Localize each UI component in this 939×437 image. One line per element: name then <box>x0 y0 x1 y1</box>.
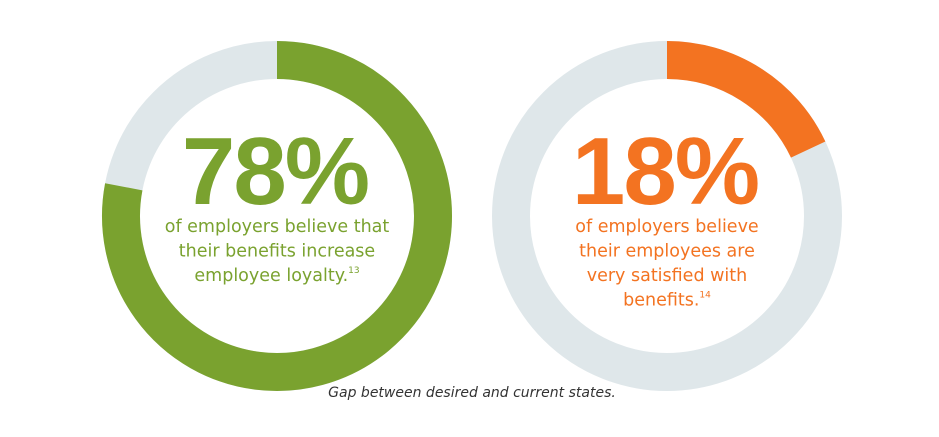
description-line: very satisfied with <box>587 266 748 286</box>
footnote: 13 <box>348 266 359 276</box>
description-line: of employers believe that <box>165 217 390 237</box>
description-line: their employees are <box>579 242 755 262</box>
description-text: benefits. <box>623 291 699 311</box>
description-line: employee loyalty.13 <box>194 266 359 286</box>
caption: Gap between desired and current states. <box>328 385 616 401</box>
description-line: their benefits increase <box>179 242 375 262</box>
value-label: 78% <box>182 118 368 225</box>
description-line: benefits.14 <box>623 291 711 311</box>
description-text: their benefits increase <box>179 242 375 262</box>
donut-arc <box>102 41 452 391</box>
description-text: of employers believe <box>575 217 758 237</box>
description-line: of employers believe <box>575 217 758 237</box>
description-text: very satisfied with <box>587 266 748 286</box>
footnote: 14 <box>699 291 711 301</box>
donut-arc <box>666 41 826 159</box>
description-text: of employers believe that <box>165 217 390 237</box>
value-label: 18% <box>572 118 758 225</box>
description-text: employee loyalty. <box>194 266 348 286</box>
description-text: their employees are <box>579 242 755 262</box>
